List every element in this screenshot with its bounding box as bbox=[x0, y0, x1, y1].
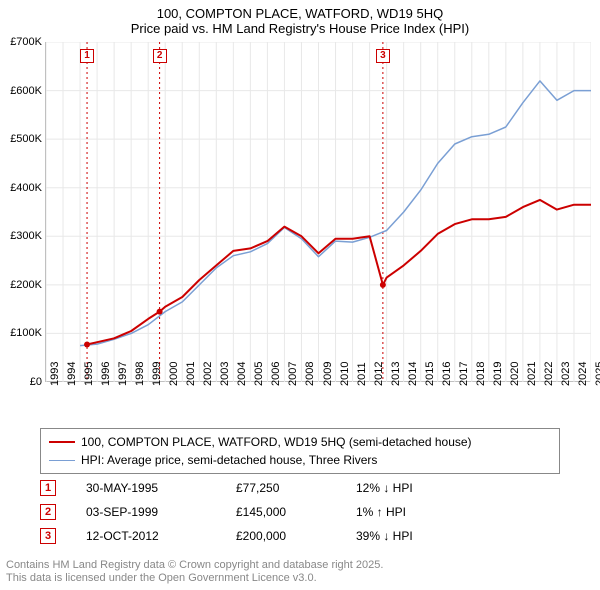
event-marker-3: 3 bbox=[376, 49, 390, 63]
sales-table: 1 30-MAY-1995£77,25012% ↓ HPI 2 03-SEP-1999… bbox=[40, 476, 560, 548]
legend-label: HPI: Average price, semi-detached house,… bbox=[81, 453, 377, 467]
x-tick-label: 2025 bbox=[594, 362, 600, 386]
legend: 100, COMPTON PLACE, WATFORD, WD19 5HQ (s… bbox=[40, 428, 560, 474]
legend-label: 100, COMPTON PLACE, WATFORD, WD19 5HQ (s… bbox=[81, 435, 472, 449]
event-marker-1: 1 bbox=[80, 49, 94, 63]
y-tick-label: £300K bbox=[10, 230, 42, 242]
y-tick-label: £700K bbox=[10, 36, 42, 48]
footer-attribution: Contains HM Land Registry data © Crown c… bbox=[6, 559, 383, 587]
legend-swatch bbox=[49, 441, 75, 443]
sale-delta: 39% ↓ HPI bbox=[356, 529, 486, 543]
sale-marker: 2 bbox=[40, 504, 56, 520]
sale-delta: 1% ↑ HPI bbox=[356, 505, 486, 519]
y-tick-label: £500K bbox=[10, 133, 42, 145]
title-block: 100, COMPTON PLACE, WATFORD, WD19 5HQ Pr… bbox=[0, 0, 600, 38]
footer-line2: This data is licensed under the Open Gov… bbox=[6, 572, 383, 586]
event-marker-2: 2 bbox=[153, 49, 167, 63]
plot-svg bbox=[46, 42, 591, 382]
sale-row: 1 30-MAY-1995£77,25012% ↓ HPI bbox=[40, 476, 560, 500]
sale-price: £200,000 bbox=[236, 529, 356, 543]
sale-row: 3 12-OCT-2012£200,00039% ↓ HPI bbox=[40, 524, 560, 548]
plot-area: 1 2 3 bbox=[45, 42, 590, 382]
sale-price: £145,000 bbox=[236, 505, 356, 519]
sale-marker: 3 bbox=[40, 528, 56, 544]
chart-container: 100, COMPTON PLACE, WATFORD, WD19 5HQ Pr… bbox=[0, 0, 600, 590]
y-tick-label: £200K bbox=[10, 279, 42, 291]
title-line1: 100, COMPTON PLACE, WATFORD, WD19 5HQ bbox=[0, 6, 600, 21]
y-tick-label: £0 bbox=[30, 376, 42, 388]
sale-date: 30-MAY-1995 bbox=[86, 481, 236, 495]
y-tick-label: £400K bbox=[10, 182, 42, 194]
sale-delta: 12% ↓ HPI bbox=[356, 481, 486, 495]
legend-item: HPI: Average price, semi-detached house,… bbox=[49, 451, 551, 469]
sale-row: 2 03-SEP-1999£145,0001% ↑ HPI bbox=[40, 500, 560, 524]
sale-marker: 1 bbox=[40, 480, 56, 496]
sale-date: 03-SEP-1999 bbox=[86, 505, 236, 519]
footer-line1: Contains HM Land Registry data © Crown c… bbox=[6, 559, 383, 573]
chart-area: £0£100K£200K£300K£400K£500K£600K£700K 12… bbox=[0, 42, 600, 422]
sale-price: £77,250 bbox=[236, 481, 356, 495]
y-tick-label: £100K bbox=[10, 327, 42, 339]
sale-date: 12-OCT-2012 bbox=[86, 529, 236, 543]
legend-swatch bbox=[49, 460, 75, 461]
y-tick-label: £600K bbox=[10, 85, 42, 97]
title-line2: Price paid vs. HM Land Registry's House … bbox=[0, 21, 600, 36]
legend-item: 100, COMPTON PLACE, WATFORD, WD19 5HQ (s… bbox=[49, 433, 551, 451]
